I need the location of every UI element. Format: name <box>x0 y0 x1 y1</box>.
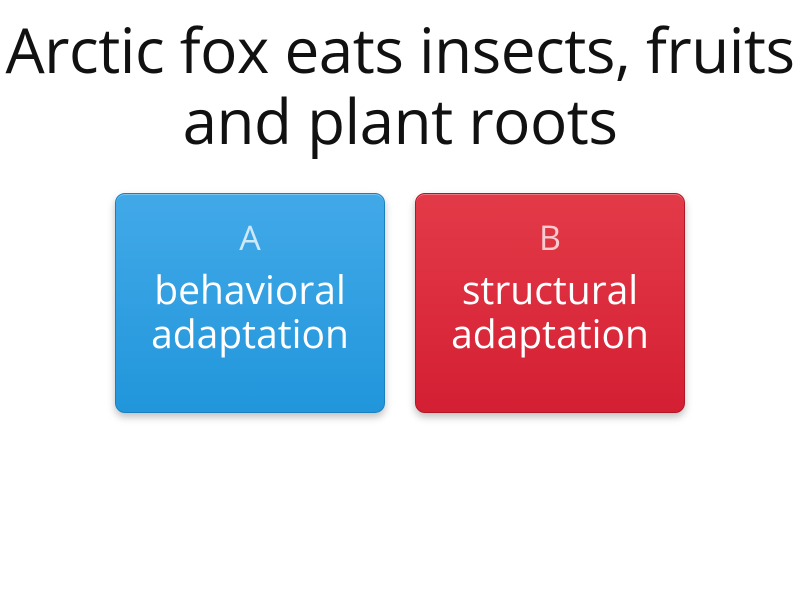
option-b-letter: B <box>539 214 561 260</box>
option-a-text: behavioral adaptation <box>116 268 384 358</box>
option-b-text: structural adaptation <box>416 268 684 358</box>
option-a-card[interactable]: A behavioral adaptation <box>115 193 385 413</box>
option-a-letter: A <box>239 214 261 260</box>
options-container: A behavioral adaptation B structural ada… <box>115 193 685 413</box>
option-b-card[interactable]: B structural adaptation <box>415 193 685 413</box>
quiz-question: Arctic fox eats insects, fruits and plan… <box>0 15 800 158</box>
